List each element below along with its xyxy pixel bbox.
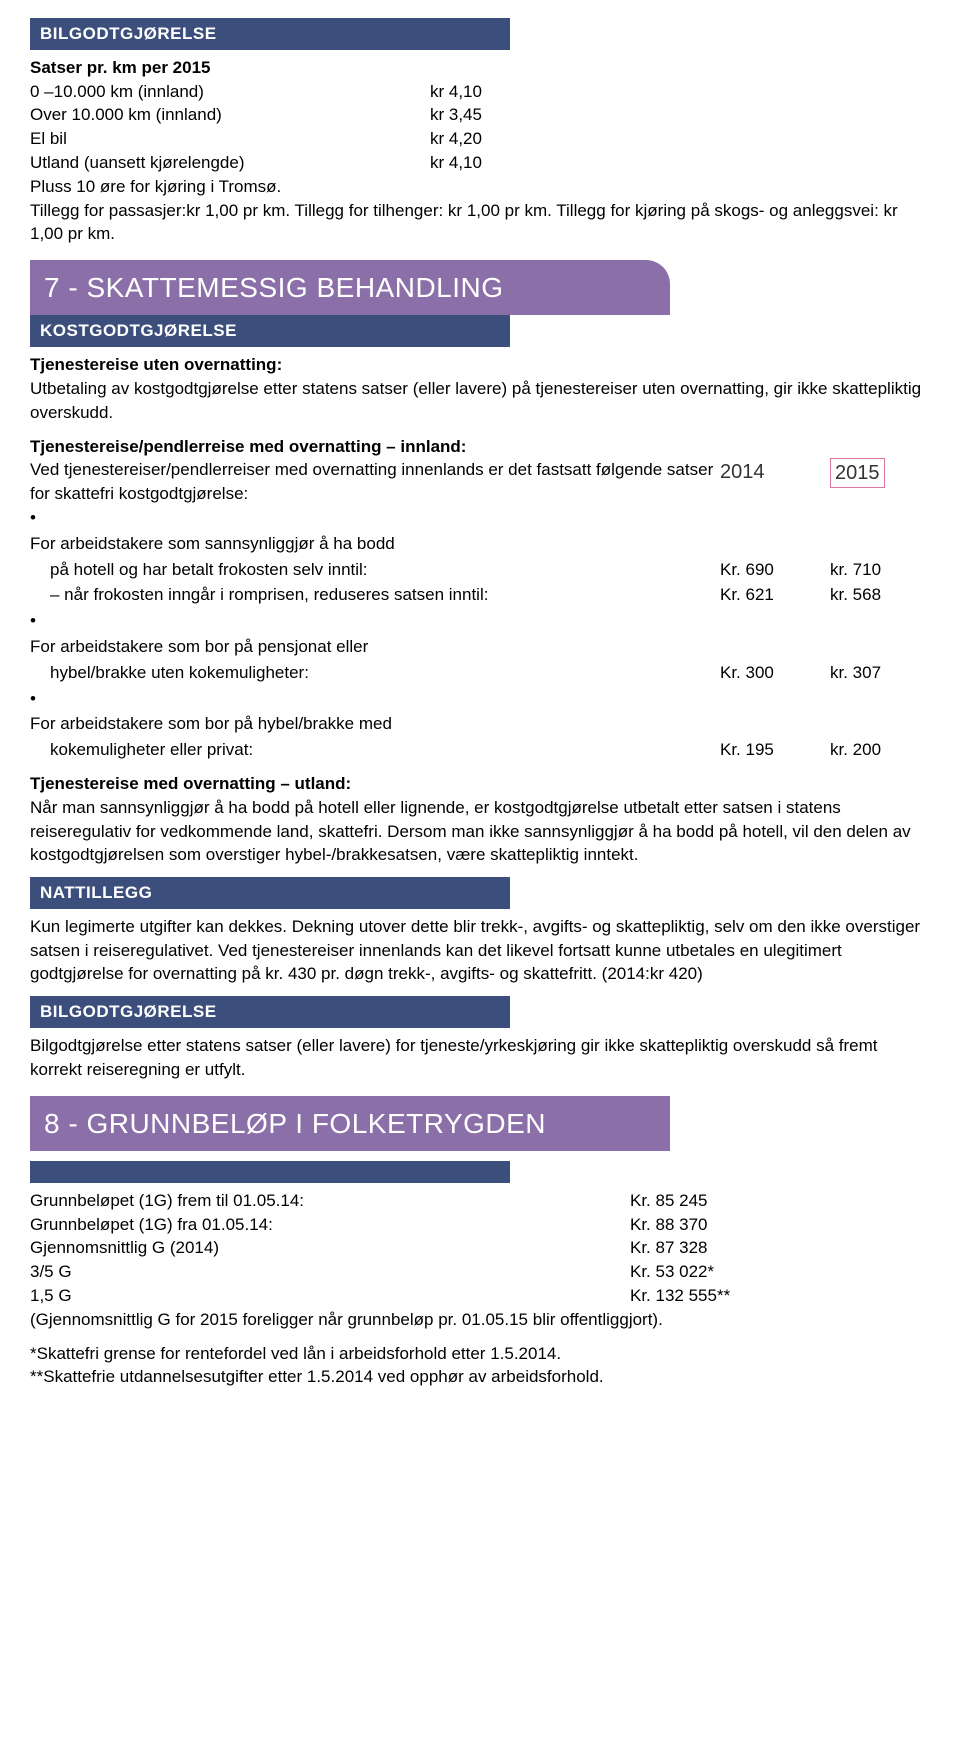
bil-subtitle: Satser pr. km per 2015 (30, 56, 930, 80)
rate-v1 (720, 635, 830, 659)
cell-value: Kr. 87 328 (630, 1236, 930, 1260)
cell-value: Kr. 88 370 (630, 1213, 930, 1237)
rate-v1: Kr. 195 (720, 738, 830, 762)
t1-block: Tjenestereise uten overnatting: Utbetali… (30, 353, 930, 424)
t3-block: Tjenestereise med overnatting – utland: … (30, 772, 930, 867)
bil2-body: Bilgodtgjørelse etter statens satser (el… (30, 1034, 930, 1082)
s8-note: (Gjennomsnittlig G for 2015 foreligger n… (30, 1308, 930, 1332)
rate-label: For arbeidstakere som bor på pensjonat e… (30, 635, 720, 659)
s8-foot1: *Skattefri grense for rentefordel ved lå… (30, 1342, 930, 1366)
cell-label: 0 –10.000 km (innland) (30, 80, 430, 104)
rate-label: kokemuligheter eller privat: (50, 738, 720, 762)
cell-label: 3/5 G (30, 1260, 630, 1284)
cell-label: Utland (uansett kjørelengde) (30, 151, 430, 175)
rate-label: – når frokosten inngår i romprisen, redu… (50, 583, 720, 607)
cell-label: Grunnbeløpet (1G) fra 01.05.14: (30, 1213, 630, 1237)
rate-v2: kr. 307 (830, 661, 930, 685)
cell-value: Kr. 85 245 (630, 1189, 930, 1213)
table-row: Grunnbeløpet (1G) frem til 01.05.14: Kr.… (30, 1189, 930, 1213)
cell-label: Gjennomsnittlig G (2014) (30, 1236, 630, 1260)
rate-v2 (830, 532, 930, 556)
rate-v1 (720, 532, 830, 556)
s8-table: Grunnbeløpet (1G) frem til 01.05.14: Kr.… (30, 1189, 930, 1332)
table-row: Grunnbeløpet (1G) fra 01.05.14: Kr. 88 3… (30, 1213, 930, 1237)
t3-body: Når man sannsynliggjør å ha bodd på hote… (30, 796, 930, 867)
section-header-bilgodtgjorelse-2: BILGODTGJØRELSE (30, 996, 510, 1028)
table-row: 0 –10.000 km (innland) kr 4,10 (30, 80, 930, 104)
bil-note1: Pluss 10 øre for kjøring i Tromsø. (30, 175, 930, 199)
rate-v2: kr. 568 (830, 583, 930, 607)
cell-value: kr 4,10 (430, 151, 930, 175)
cell-value: kr 4,10 (430, 80, 930, 104)
cell-value: Kr. 53 022* (630, 1260, 930, 1284)
nat-body: Kun legimerte utgifter kan dekkes. Dekni… (30, 915, 930, 986)
cell-value: kr 3,45 (430, 103, 930, 127)
rate-label: For arbeidstakere som bor på hybel/brakk… (30, 712, 720, 736)
bil-block: Satser pr. km per 2015 0 –10.000 km (inn… (30, 56, 930, 246)
rate-v1: Kr. 300 (720, 661, 830, 685)
rate-label: på hotell og har betalt frokosten selv i… (50, 558, 720, 582)
section-header-kostgodtgjorelse: KOSTGODTGJØRELSE (30, 315, 510, 347)
year-header: Ved tjenestereiser/pendlerreiser med ove… (30, 458, 930, 506)
t1-title: Tjenestereise uten overnatting: (30, 353, 930, 377)
table-row: Gjennomsnittlig G (2014) Kr. 87 328 (30, 1236, 930, 1260)
section-header-empty (30, 1161, 510, 1183)
rate-v2: kr. 200 (830, 738, 930, 762)
cell-label: Over 10.000 km (innland) (30, 103, 430, 127)
rate-list: For arbeidstakere som sannsynliggjør å h… (30, 506, 930, 762)
cell-label: 1,5 G (30, 1284, 630, 1308)
cell-label: El bil (30, 127, 430, 151)
t1-body: Utbetaling av kostgodtgjørelse etter sta… (30, 377, 930, 425)
section-header-nattillegg: NATTILLEGG (30, 877, 510, 909)
section-7-header: 7 - SKATTEMESSIG BEHANDLING (30, 260, 670, 315)
t3-title: Tjenestereise med overnatting – utland: (30, 772, 930, 796)
section-header-bilgodtgjorelse: BILGODTGJØRELSE (30, 18, 510, 50)
year-2014: 2014 (720, 458, 830, 506)
cell-label: Grunnbeløpet (1G) frem til 01.05.14: (30, 1189, 630, 1213)
rate-v2 (830, 635, 930, 659)
rate-v1: Kr. 690 (720, 558, 830, 582)
section-8-header: 8 - GRUNNBELØP I FOLKETRYGDEN (30, 1096, 670, 1151)
rate-v2: kr. 710 (830, 558, 930, 582)
table-row: Over 10.000 km (innland) kr 3,45 (30, 103, 930, 127)
table-row: El bil kr 4,20 (30, 127, 930, 151)
bil-note2: Tillegg for passasjer:kr 1,00 pr km. Til… (30, 199, 930, 247)
table-row: Utland (uansett kjørelengde) kr 4,10 (30, 151, 930, 175)
cell-value: kr 4,20 (430, 127, 930, 151)
rate-v1: Kr. 621 (720, 583, 830, 607)
year-2015: 2015 (830, 458, 885, 488)
rate-v2 (830, 712, 930, 736)
rate-v1 (720, 712, 830, 736)
table-row: 1,5 G Kr. 132 555** (30, 1284, 930, 1308)
cell-value: Kr. 132 555** (630, 1284, 930, 1308)
s8-foot2: **Skattefrie utdannelsesutgifter etter 1… (30, 1365, 930, 1389)
table-row: 3/5 G Kr. 53 022* (30, 1260, 930, 1284)
rate-label: For arbeidstakere som sannsynliggjør å h… (30, 532, 720, 556)
rate-label: hybel/brakke uten kokemuligheter: (50, 661, 720, 685)
t2-block: Tjenestereise/pendlerreise med overnatti… (30, 435, 930, 762)
t2-lead: Ved tjenestereiser/pendlerreiser med ove… (30, 458, 720, 506)
t2-title: Tjenestereise/pendlerreise med overnatti… (30, 435, 930, 459)
